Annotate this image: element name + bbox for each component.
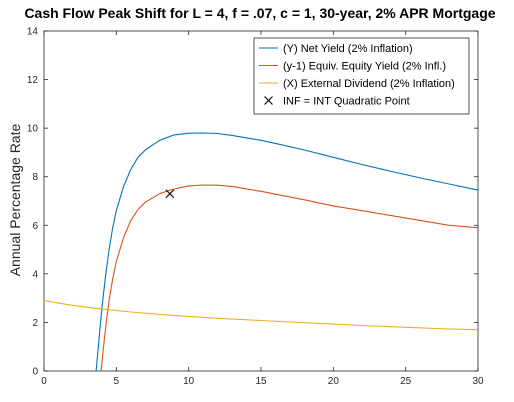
legend-entry: (X) External Dividend (2% Inflation) <box>259 78 455 90</box>
chart-title: Cash Flow Peak Shift for L = 4, f = .07,… <box>24 5 495 21</box>
y-tick-label: 2 <box>32 318 38 329</box>
y-tick-label: 0 <box>32 367 38 378</box>
x-tick-label: 15 <box>255 376 267 387</box>
legend-entry: (y-1) Equiv. Equity Yield (2% Infl.) <box>259 61 446 73</box>
legend-entry: INF = INT Quadratic Point <box>264 96 410 108</box>
legend-label: INF = INT Quadratic Point <box>283 96 410 108</box>
series-line-1 <box>95 132 479 372</box>
y-tick-label: 4 <box>32 269 38 280</box>
y-axis-ticks: 0 2 4 6 8 10 12 14 <box>27 27 478 378</box>
series-line-2 <box>100 184 479 372</box>
legend-label: (Y) Net Yield (2% Inflation) <box>283 43 413 55</box>
legend-marker-swatch <box>264 96 273 105</box>
x-axis-ticks: 0 5 10 15 20 25 30 <box>41 31 484 387</box>
y-axis-label: Annual Percentage Rate <box>7 124 23 277</box>
legend-label: (X) External Dividend (2% Inflation) <box>283 78 455 90</box>
y-tick-label: 6 <box>32 221 38 232</box>
series-line-3 <box>43 300 479 331</box>
y-tick-label: 8 <box>32 172 38 183</box>
x-tick-label: 0 <box>41 376 47 387</box>
x-tick-label: 25 <box>400 376 412 387</box>
point-markers <box>165 189 175 199</box>
y-tick-label: 10 <box>27 124 39 135</box>
legend-label: (y-1) Equiv. Equity Yield (2% Infl.) <box>283 61 446 73</box>
series-lines <box>43 132 479 372</box>
legend-box <box>253 37 470 115</box>
x-tick-label: 30 <box>472 376 484 387</box>
chart-legend: (Y) Net Yield (2% Inflation) (y-1) Equiv.… <box>253 37 470 115</box>
x-tick-label: 10 <box>183 376 195 387</box>
legend-entry: (Y) Net Yield (2% Inflation) <box>259 43 413 55</box>
y-tick-label: 14 <box>27 27 39 38</box>
x-tick-label: 20 <box>328 376 340 387</box>
x-tick-label: 5 <box>114 376 120 387</box>
quadratic-point-marker <box>165 189 175 199</box>
y-tick-label: 12 <box>27 75 39 86</box>
